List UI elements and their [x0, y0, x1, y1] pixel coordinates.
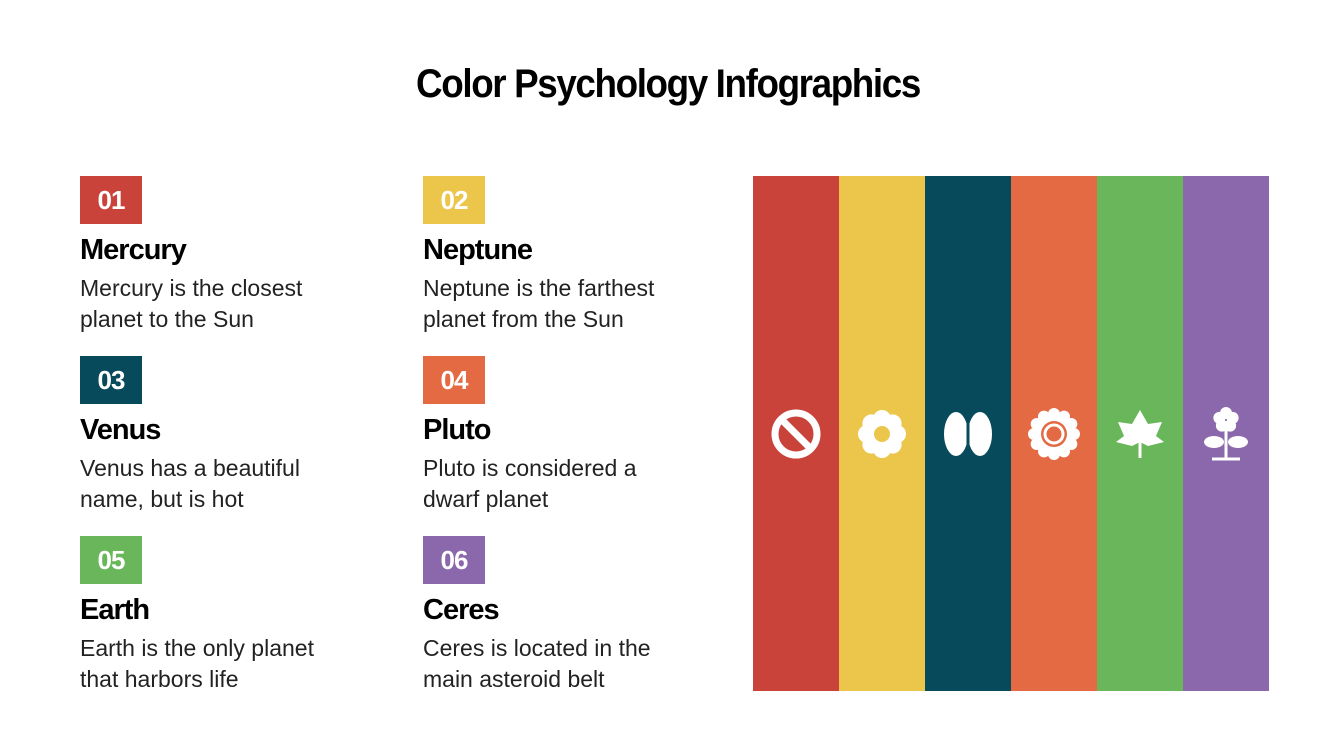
number-badge: 06	[423, 536, 485, 584]
icon	[874, 426, 890, 442]
icon	[968, 412, 992, 456]
item-description: Neptune is the farthest planet from the …	[423, 275, 655, 332]
item-description: Mercury is the closest planet to the Sun	[80, 275, 303, 332]
item-description: Venus has a beautiful name, but is hot	[80, 455, 300, 512]
item-name: Earth	[80, 594, 150, 626]
item-name: Ceres	[423, 594, 500, 626]
icon	[779, 417, 813, 451]
number-badge: 03	[80, 356, 142, 404]
item-name: Pluto	[423, 414, 492, 446]
number-badge: 04	[423, 356, 485, 404]
item: 05 Earth Earth is the only planet that har…	[80, 536, 380, 695]
item-description: Pluto is considered a dwarf planet	[423, 455, 637, 512]
item: 04 Pluto Pluto is considered a dwarf plane…	[423, 356, 723, 515]
icon	[1204, 436, 1224, 448]
number-badge: 01	[80, 176, 142, 224]
item: 01 Mercury Mercury is the closest planet t…	[80, 176, 380, 335]
item-description: Ceres is located in the main asteroid be…	[423, 635, 651, 692]
item-name: Neptune	[423, 234, 533, 266]
item: 06 Ceres Ceres is located in the main aste…	[423, 536, 723, 695]
icon	[1116, 410, 1164, 446]
item-name: Mercury	[80, 234, 187, 266]
icon	[1043, 423, 1065, 445]
item-name: Venus	[80, 414, 161, 446]
number-badge: 02	[423, 176, 485, 224]
icon	[944, 412, 968, 456]
title: Color Psychology Infographics	[416, 62, 921, 106]
icon	[1228, 436, 1248, 448]
icon	[1213, 411, 1226, 424]
item: 02 Neptune Neptune is the farthest planet …	[423, 176, 723, 335]
item-description: Earth is the only planet that harbors li…	[80, 635, 314, 692]
icon	[771, 409, 821, 459]
number-badge: 05	[80, 536, 142, 584]
color-stripes	[753, 176, 1269, 691]
item: 03 Venus Venus has a beautiful name, but i…	[80, 356, 380, 515]
